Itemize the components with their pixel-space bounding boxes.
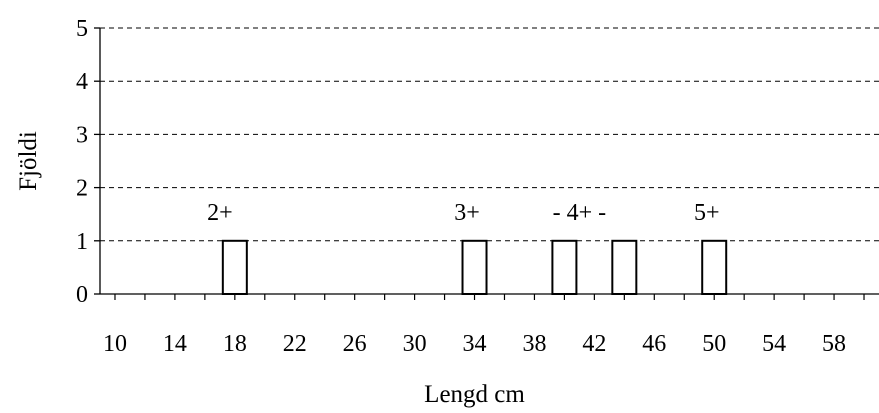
bar bbox=[461, 239, 488, 296]
y-tick-label: 3 bbox=[76, 122, 88, 148]
x-tick-label: 34 bbox=[463, 331, 487, 357]
x-tick-label: 14 bbox=[163, 331, 187, 357]
bar bbox=[701, 239, 728, 296]
y-axis-title: Fjöldi bbox=[15, 131, 42, 191]
bar bbox=[551, 239, 578, 296]
x-tick-label: 38 bbox=[522, 331, 546, 357]
y-tick-label: 1 bbox=[76, 229, 88, 255]
bar-annotation: - 4+ - bbox=[553, 200, 607, 226]
x-tick-label: 26 bbox=[343, 331, 367, 357]
x-tick-label: 22 bbox=[283, 331, 307, 357]
y-tick-label: 5 bbox=[76, 16, 88, 42]
bar bbox=[221, 239, 248, 296]
bar bbox=[611, 239, 638, 296]
y-tick-label: 2 bbox=[76, 176, 88, 202]
y-tick-label: 4 bbox=[76, 69, 88, 95]
y-tick-label: 0 bbox=[76, 282, 88, 308]
x-tick-label: 42 bbox=[582, 331, 606, 357]
x-tick-label: 18 bbox=[223, 331, 247, 357]
x-tick-label: 58 bbox=[822, 331, 846, 357]
bar-annotation: 3+ bbox=[454, 200, 480, 226]
bar-annotation: 5+ bbox=[694, 200, 720, 226]
bar-annotation: 2+ bbox=[207, 200, 233, 226]
x-tick-label: 10 bbox=[103, 331, 127, 357]
x-tick-label: 30 bbox=[403, 331, 427, 357]
x-tick-label: 54 bbox=[762, 331, 786, 357]
x-axis-title: Lengd cm bbox=[424, 381, 525, 408]
x-tick-label: 46 bbox=[642, 331, 666, 357]
x-tick-label: 50 bbox=[702, 331, 726, 357]
